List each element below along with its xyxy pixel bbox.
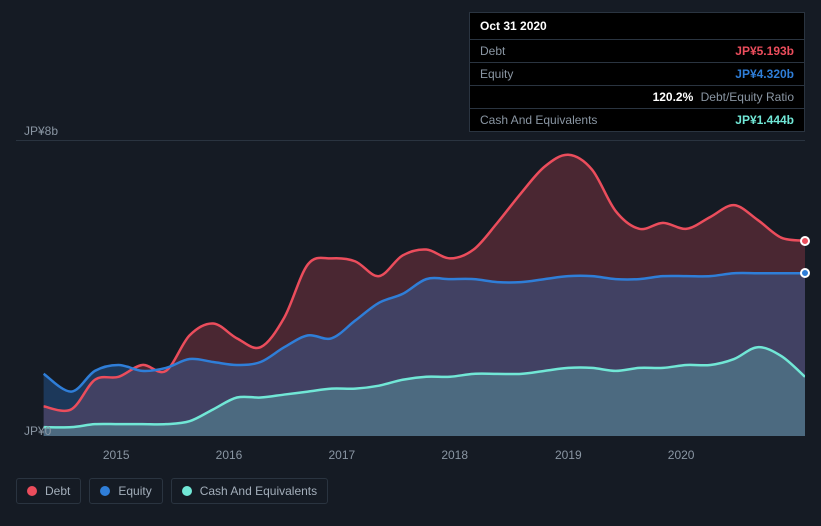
- end-marker-icon: [800, 268, 810, 278]
- x-axis-label: 2017: [328, 448, 355, 462]
- legend-dot-icon: [182, 486, 192, 496]
- legend-label: Equity: [118, 484, 151, 498]
- tooltip-label: [480, 90, 653, 104]
- x-axis-label: 2020: [668, 448, 695, 462]
- y-axis-max-label: JP¥8b: [24, 124, 58, 138]
- x-axis-label: 2019: [555, 448, 582, 462]
- plot-area[interactable]: [16, 140, 805, 436]
- tooltip-value: JP¥1.444b: [735, 113, 794, 127]
- end-marker-icon: [800, 236, 810, 246]
- tooltip-label: Cash And Equivalents: [480, 113, 735, 127]
- legend-item-debt[interactable]: Debt: [16, 478, 81, 504]
- legend-item-equity[interactable]: Equity: [89, 478, 162, 504]
- x-axis: 2015 2016 2017 2018 2019 2020: [16, 448, 805, 468]
- tooltip-ratio: 120.2% Debt/Equity Ratio: [653, 90, 794, 104]
- tooltip-row-cash: Cash And Equivalents JP¥1.444b: [470, 109, 804, 131]
- x-axis-label: 2015: [103, 448, 130, 462]
- tooltip-row-ratio: 120.2% Debt/Equity Ratio: [470, 86, 804, 109]
- tooltip-label: Equity: [480, 67, 735, 81]
- tooltip-label: Debt: [480, 44, 735, 58]
- x-axis-label: 2018: [441, 448, 468, 462]
- chart-svg: [16, 140, 805, 436]
- tooltip-row-debt: Debt JP¥5.193b: [470, 40, 804, 63]
- legend-label: Cash And Equivalents: [200, 484, 317, 498]
- legend-dot-icon: [100, 486, 110, 496]
- chart-legend: Debt Equity Cash And Equivalents: [16, 478, 328, 504]
- y-axis-min-label: JP¥0: [24, 424, 51, 438]
- chart-tooltip: Oct 31 2020 Debt JP¥5.193b Equity JP¥4.3…: [469, 12, 805, 132]
- legend-dot-icon: [27, 486, 37, 496]
- tooltip-row-equity: Equity JP¥4.320b: [470, 63, 804, 86]
- x-axis-label: 2016: [216, 448, 243, 462]
- legend-label: Debt: [45, 484, 70, 498]
- tooltip-date: Oct 31 2020: [470, 13, 804, 40]
- legend-item-cash-and-equivalents[interactable]: Cash And Equivalents: [171, 478, 328, 504]
- tooltip-value: JP¥4.320b: [735, 67, 794, 81]
- tooltip-value: JP¥5.193b: [735, 44, 794, 58]
